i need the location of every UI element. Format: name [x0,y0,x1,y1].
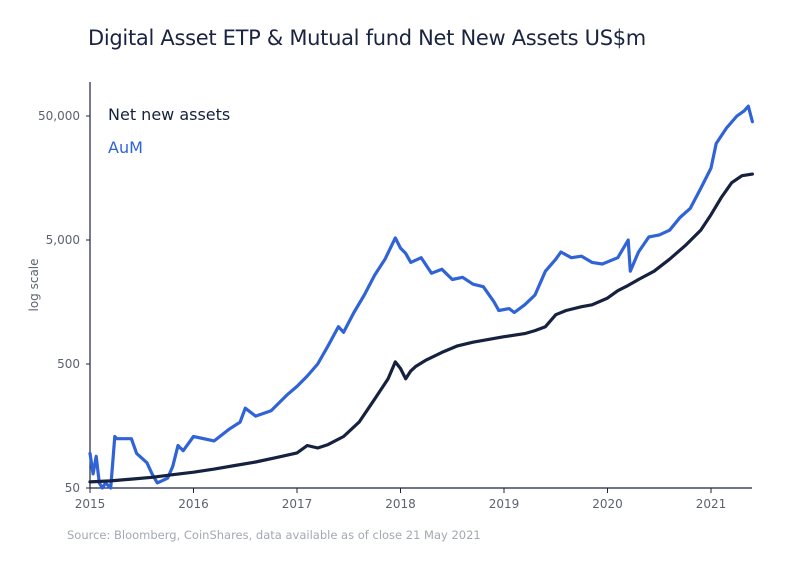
x-tick-label: 2016 [178,497,209,511]
source-note: Source: Bloomberg, CoinShares, data avai… [67,528,481,542]
x-tick-label: 2015 [75,497,106,511]
axes [89,82,752,489]
series-group [88,104,755,490]
series-line-net-new-assets [88,172,755,484]
x-tick-label: 2018 [385,497,416,511]
legend-net-new-assets: Net new assets [108,105,230,124]
y-axis-label: log scale [27,258,41,311]
legend-aum: AuM [108,138,143,157]
y-ticks: 50 500 5,000 50,000 [38,109,90,495]
y-tick-label: 5,000 [46,233,80,247]
x-tick-label: 2021 [696,497,727,511]
legend: Net new assets AuM [108,105,230,157]
x-ticks: 2015 2016 2017 2018 2019 2020 2021 [75,488,727,511]
series-line-aum [88,104,755,490]
x-tick-label: 2017 [282,497,313,511]
y-tick-label: 50,000 [38,109,80,123]
x-tick-label: 2019 [489,497,520,511]
x-tick-label: 2020 [592,497,623,511]
y-tick-label: 500 [57,357,80,371]
y-tick-label: 50 [65,481,80,495]
chart-title: Digital Asset ETP & Mutual fund Net New … [88,26,646,50]
